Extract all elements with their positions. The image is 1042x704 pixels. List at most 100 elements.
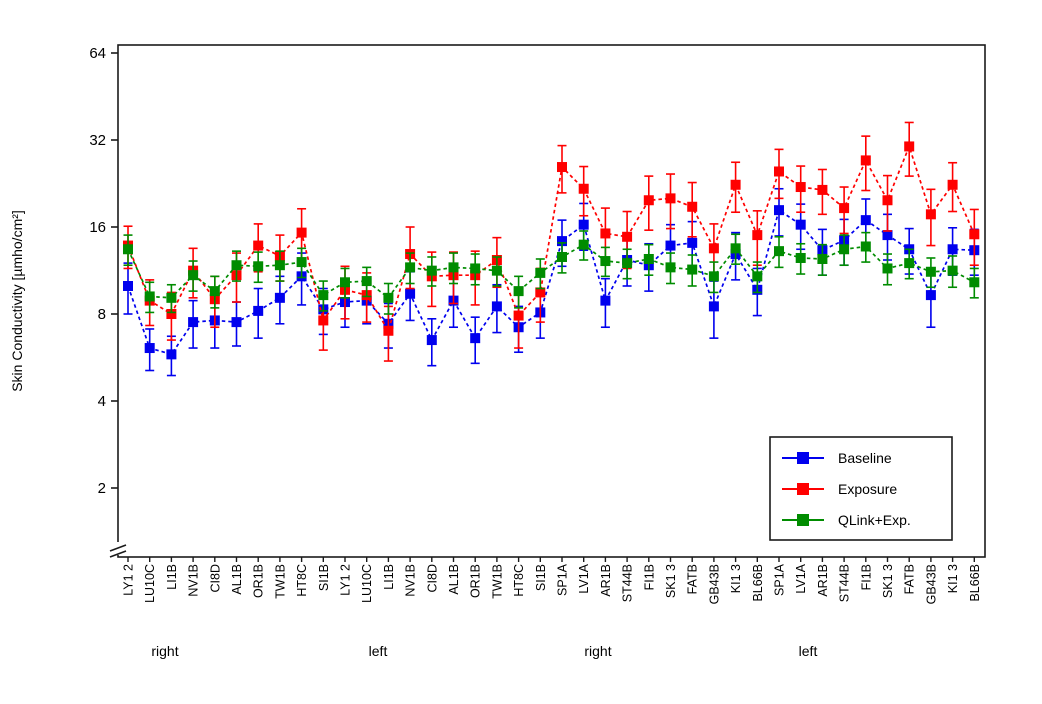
- x-axis-ticks: LY1 2 LU10C LI1B NV1B CI8D AL1B OR1B TW1B HT8C SI…: [122, 557, 982, 604]
- x-tick-label: CI8D: [208, 564, 222, 592]
- data-point-qlink: [774, 246, 784, 257]
- x-tick-label: GB43B: [924, 564, 938, 604]
- x-tick-label: SP1A: [773, 563, 787, 596]
- data-point-exposure: [774, 166, 784, 177]
- data-point-qlink: [578, 239, 589, 250]
- data-point-qlink: [600, 256, 611, 267]
- x-tick-label: SI1B: [534, 564, 548, 591]
- data-point-qlink: [557, 251, 567, 262]
- x-tick-label: CI8D: [425, 564, 439, 592]
- group-label-right-1: right: [151, 643, 178, 659]
- data-point-exposure: [535, 287, 546, 298]
- data-point-baseline: [470, 333, 481, 344]
- data-point-qlink: [513, 286, 524, 297]
- data-point-qlink: [730, 243, 741, 254]
- data-point-baseline: [144, 343, 155, 354]
- data-point-exposure: [600, 228, 611, 239]
- x-tick-label: SI1B: [317, 564, 331, 591]
- data-point-exposure: [557, 162, 567, 173]
- data-point-baseline: [687, 237, 698, 248]
- exposure-line: [127, 143, 976, 333]
- x-tick-label: OR1B: [252, 564, 266, 598]
- x-tick-label: BL66B: [751, 564, 765, 602]
- data-point-qlink: [925, 266, 936, 277]
- data-point-qlink: [340, 277, 350, 288]
- legend-item-qlink: QLink+Exp.: [782, 512, 911, 528]
- data-point-exposure: [253, 240, 264, 251]
- data-point-exposure: [795, 182, 806, 193]
- data-point-baseline: [708, 301, 719, 312]
- legend-item-exposure: Exposure: [782, 481, 897, 497]
- data-point-baseline: [405, 288, 416, 299]
- x-tick-label: LV1A: [794, 563, 808, 593]
- x-tick-label: FATB: [903, 564, 917, 594]
- data-point-baseline: [882, 230, 893, 241]
- x-tick-label: LY1 2: [122, 564, 136, 596]
- y-tick-label: 2: [98, 480, 106, 497]
- data-point-baseline: [231, 317, 242, 328]
- legend-label-exposure: Exposure: [838, 481, 897, 497]
- x-tick-label: SK1 3: [664, 564, 678, 598]
- x-tick-label: TW1B: [273, 564, 287, 599]
- group-label-right-2: right: [584, 643, 611, 659]
- data-point-qlink: [643, 253, 654, 264]
- data-point-qlink: [361, 276, 372, 287]
- data-point-exposure: [882, 195, 893, 206]
- legend-label-baseline: Baseline: [838, 450, 892, 466]
- data-point-qlink: [622, 258, 633, 269]
- data-point-exposure: [578, 183, 589, 194]
- x-tick-label: SP1A: [556, 563, 570, 596]
- data-point-qlink: [839, 244, 850, 255]
- data-point-exposure: [513, 310, 524, 321]
- x-tick-label: AL1B: [447, 564, 461, 595]
- x-tick-label: SK1 3: [881, 564, 895, 598]
- data-point-baseline: [578, 219, 589, 230]
- data-point-qlink: [795, 252, 806, 263]
- data-point-baseline: [166, 349, 177, 360]
- x-tick-label: BL66B: [968, 564, 982, 602]
- x-tick-label: HT8C: [512, 564, 526, 597]
- data-point-qlink: [274, 260, 285, 271]
- data-point-exposure: [947, 179, 958, 190]
- y-tick-label: 16: [89, 219, 106, 236]
- data-point-qlink: [752, 271, 763, 282]
- legend: Baseline Exposure QLink+Exp.: [769, 436, 953, 541]
- data-point-qlink: [665, 262, 676, 273]
- qlink-markers: [123, 239, 980, 303]
- data-point-baseline: [600, 295, 611, 306]
- data-point-qlink: [123, 244, 133, 255]
- x-tick-label: LY1 2: [339, 564, 353, 596]
- data-point-baseline: [557, 236, 567, 247]
- y-tick-label: 4: [98, 393, 106, 410]
- x-tick-label: NV1B: [404, 564, 418, 597]
- data-point-qlink: [448, 262, 459, 273]
- x-tick-label: GB43B: [707, 564, 721, 604]
- x-tick-label: AR1B: [599, 564, 613, 597]
- data-point-qlink: [188, 270, 199, 281]
- y-axis-ticks: 64 32 16 8 4 2: [89, 45, 118, 497]
- data-point-exposure: [643, 195, 654, 206]
- data-point-qlink: [904, 258, 915, 269]
- baseline-marker-icon: [797, 452, 809, 464]
- y-tick-label: 32: [89, 132, 106, 149]
- x-tick-label: LU10C: [143, 564, 157, 603]
- plot-area: 64 32 16 8 4 2 LY1 2 LU10C LI1B NV1B CI8D AL1B OR1B T…: [89, 45, 981, 604]
- data-point-baseline: [188, 317, 199, 328]
- x-tick-label: OR1B: [469, 564, 483, 598]
- data-point-qlink: [708, 271, 719, 282]
- x-tick-label: KI1 3: [946, 564, 960, 593]
- series-qlink: [123, 230, 980, 315]
- data-point-qlink: [253, 261, 264, 272]
- x-tick-label: AR1B: [816, 564, 830, 597]
- data-point-baseline: [947, 244, 958, 255]
- x-tick-label: LI1B: [165, 564, 179, 590]
- data-point-baseline: [774, 205, 784, 216]
- data-point-exposure: [708, 243, 719, 254]
- qlink-marker-icon: [797, 514, 809, 526]
- data-point-qlink: [144, 291, 155, 302]
- data-point-exposure: [904, 141, 915, 152]
- data-point-qlink: [535, 267, 546, 278]
- group-label-left-2: left: [799, 643, 818, 659]
